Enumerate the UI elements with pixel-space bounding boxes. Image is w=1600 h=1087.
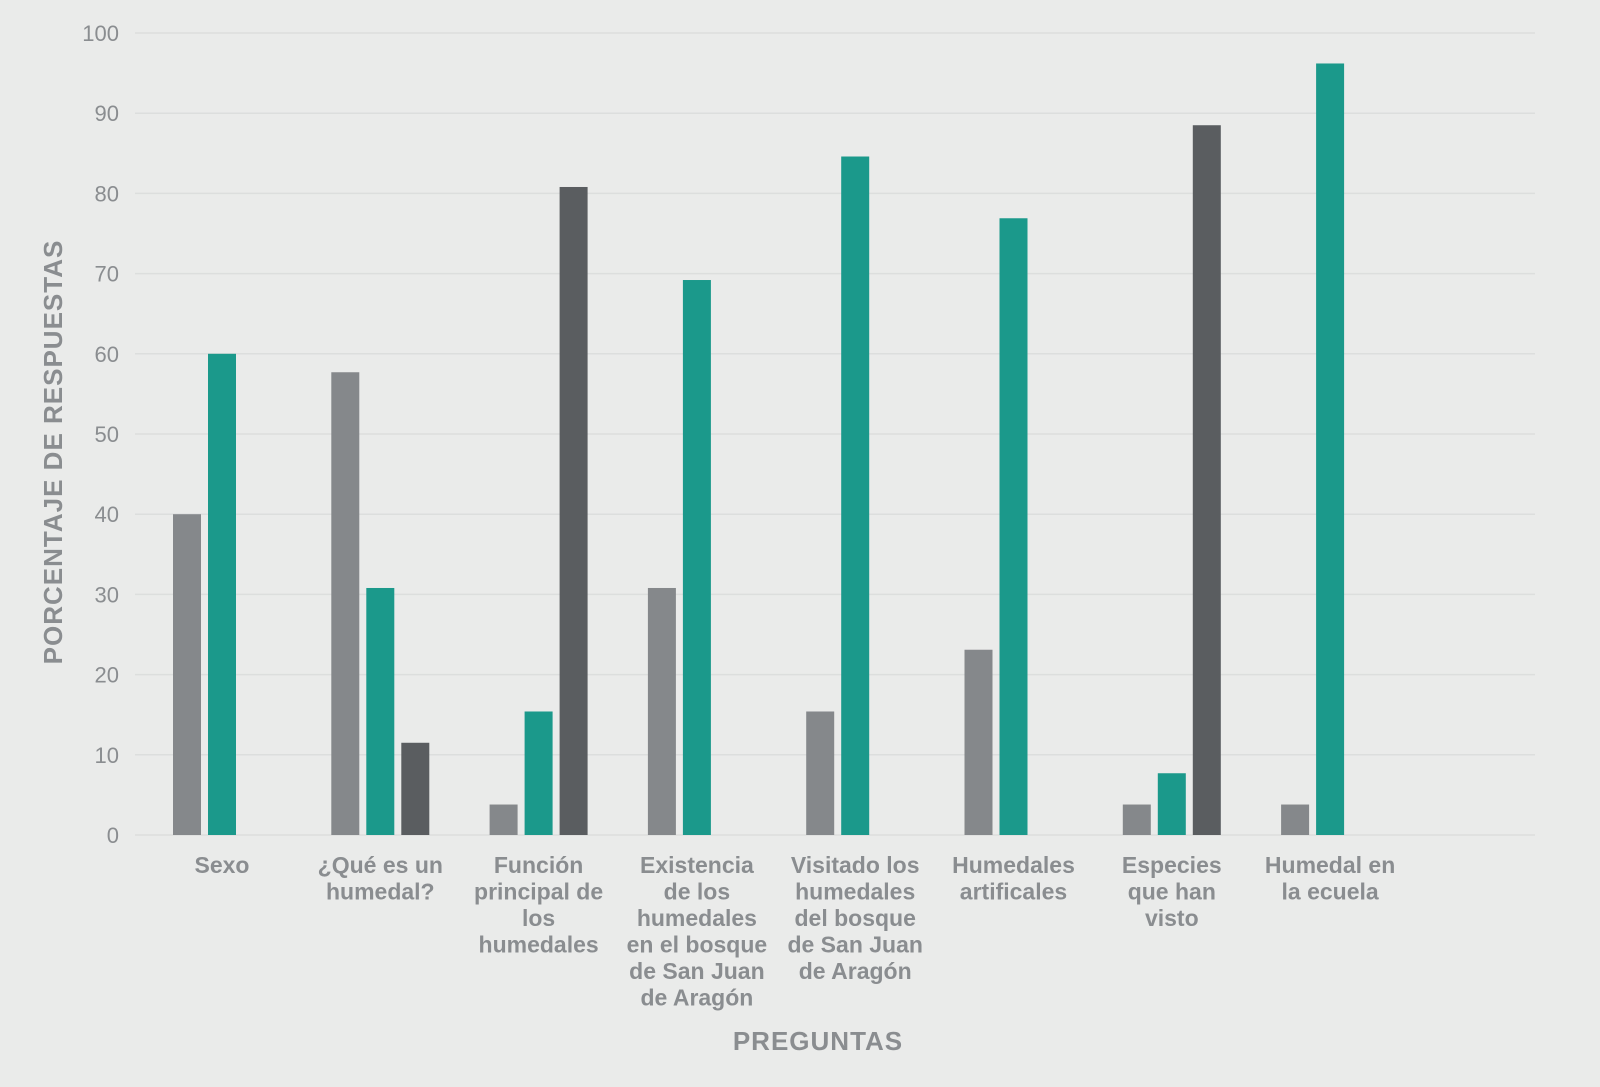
bar: [208, 353, 236, 835]
x-category-label: Humedales artificales: [952, 852, 1075, 905]
x-category-line: que han: [1128, 879, 1216, 905]
bars: [173, 63, 1345, 836]
bar: [647, 587, 676, 835]
x-category-label: Función principal de los humedales: [474, 852, 603, 958]
y-tick-label: 30: [95, 582, 119, 607]
x-category-line: principal de: [474, 879, 603, 905]
x-category-label: ¿Qué es un humedal?: [318, 852, 443, 905]
x-category-line: de Aragón: [640, 985, 753, 1011]
x-category-line: humedales: [795, 879, 915, 905]
x-category-line: humedales: [479, 932, 599, 958]
bar: [682, 280, 711, 835]
x-category-label: Existencia de los humedales en el bosque de …: [627, 852, 768, 1011]
x-category-line: de San Juan: [787, 932, 922, 958]
bar: [489, 804, 518, 835]
x-category-line: en el bosque: [627, 932, 768, 958]
bar: [1122, 804, 1151, 835]
x-category-line: de San Juan: [629, 958, 764, 984]
x-category-line: de los: [664, 879, 730, 905]
y-tick-label: 100: [82, 21, 119, 46]
x-category-line: de Aragón: [799, 958, 912, 984]
y-axis-title: PORCENTAJE DE RESPUESTAS: [38, 240, 68, 665]
x-category-line: Visitado los: [791, 852, 920, 878]
y-tick-label: 50: [95, 422, 119, 447]
bar: [331, 372, 360, 835]
x-category-label: Humedal en la ecuela: [1265, 852, 1395, 905]
x-category-line: Existencia: [640, 852, 754, 878]
y-tick-label: 80: [95, 181, 119, 206]
y-tick-label: 40: [95, 502, 119, 527]
bar: [1157, 773, 1186, 835]
x-category-line: del bosque: [794, 905, 915, 931]
y-tick-label: 60: [95, 342, 119, 367]
bar: [999, 218, 1028, 836]
x-category-line: Humedales: [952, 852, 1075, 878]
bar: [559, 186, 588, 835]
bar: [401, 742, 430, 835]
x-category-line: humedal?: [326, 879, 435, 905]
y-axis-ticks: 0 10 20 30 40 50 60 70 80 90 100: [82, 21, 119, 848]
x-category-line: Humedal en: [1265, 852, 1395, 878]
x-axis-title: PREGUNTAS: [733, 1026, 903, 1056]
x-category-line: humedales: [637, 905, 757, 931]
x-category-line: Especies: [1122, 852, 1222, 878]
bar: [1316, 63, 1345, 835]
y-tick-label: 20: [95, 663, 119, 688]
x-category-label: Sexo: [195, 852, 250, 878]
y-tick-label: 10: [95, 743, 119, 768]
x-category-line: la ecuela: [1282, 879, 1379, 905]
x-category-line: visto: [1145, 905, 1199, 931]
y-tick-label: 90: [95, 101, 119, 126]
bar: [173, 514, 201, 835]
bar: [524, 711, 553, 835]
bar: [806, 711, 835, 835]
bar: [366, 587, 395, 835]
x-axis-categories: Sexo ¿Qué es un humedal? Función principal d…: [195, 852, 1396, 1011]
bar: [964, 649, 993, 835]
bar: [1192, 125, 1221, 836]
y-tick-label: 70: [95, 262, 119, 287]
x-category-line: artificales: [960, 879, 1067, 905]
x-category-label: Especies que han visto: [1122, 852, 1222, 931]
bar: [1281, 804, 1310, 835]
x-category-label: Visitado los humedales del bosque de San Ju…: [787, 852, 922, 984]
x-category-line: ¿Qué es un: [318, 852, 443, 878]
y-tick-label: 0: [107, 823, 119, 848]
bar: [841, 156, 870, 835]
x-category-line: Sexo: [195, 852, 250, 878]
x-category-line: Función: [494, 852, 583, 878]
x-category-line: los: [522, 905, 555, 931]
